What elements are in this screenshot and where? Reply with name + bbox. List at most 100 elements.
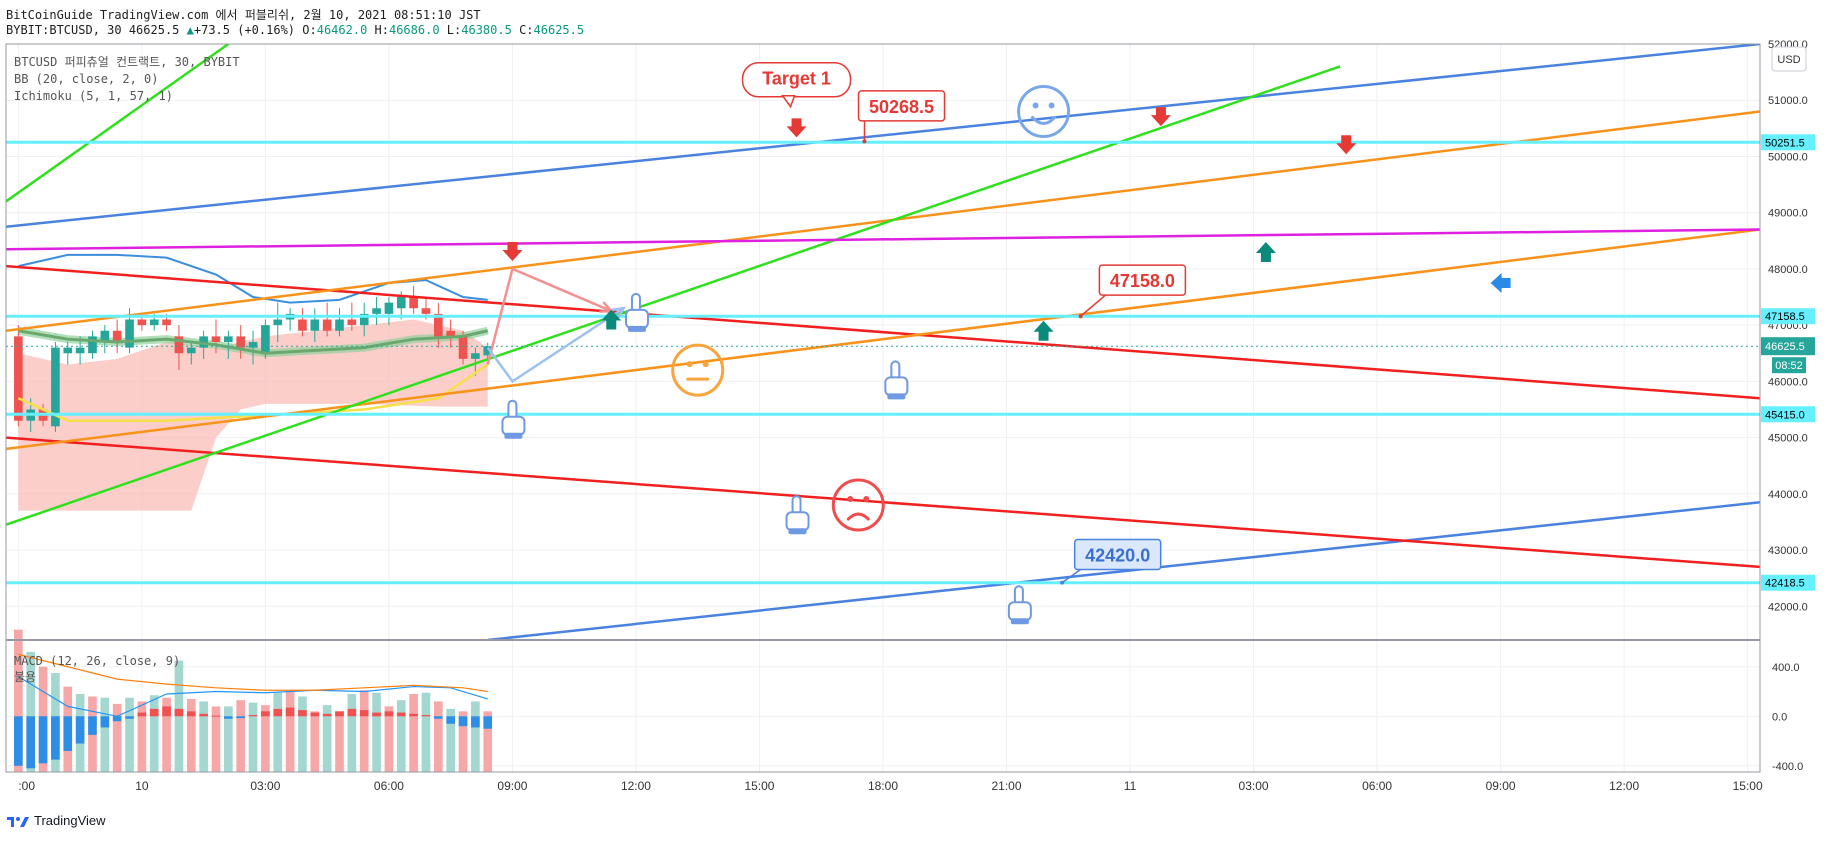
smiley-eye [1032,102,1039,109]
candle-body [112,330,122,342]
bb-middle-line [18,329,489,355]
price-tick-label: 48000.0 [1768,264,1808,276]
path-arrow [486,267,612,365]
brand-name: TradingView [34,813,106,828]
time-tick-label: 15:00 [1733,779,1763,793]
macd-histogram-bar [211,715,221,717]
macd-volume-bar [224,706,233,772]
hand-cuff [504,432,523,439]
macd-histogram-bar [384,711,394,717]
price-label-box [857,90,946,122]
macd-volume-bar [298,696,307,772]
brand-footer[interactable]: TradingView [6,813,106,828]
low-label: L: [446,23,462,37]
countdown-text: 08:52 [1775,360,1803,372]
candle-body [298,319,307,331]
macd-volume-bar [100,697,110,772]
macd-histogram-bar [421,715,431,717]
macd-histogram-bar [347,708,357,717]
macd-volume-bar [446,708,455,772]
horizontal-levels [6,140,1760,585]
smiley-sad-icon [831,478,885,532]
macd-volume-bar [409,694,418,772]
macd-volume-bar [137,701,147,772]
hand-palm [884,376,909,397]
time-tick-label: 03:00 [250,779,280,793]
macd-volume-bar [186,698,196,772]
trendline-green [6,44,230,203]
trendline-blue [487,501,1760,640]
price-label-text: 42420.0 [1085,546,1150,566]
macd-volume-bar [434,701,443,772]
legend-macd: MACD (12, 26, close, 9) [14,654,180,668]
macd-histogram-bar [38,716,48,764]
candle-body [335,319,344,331]
candle-body [409,297,418,309]
macd-signal-line [18,653,488,693]
candle-body [372,308,381,314]
price-tick-label: 49000.0 [1768,208,1808,220]
macd-histogram-bar [409,713,418,717]
macd-histogram-bar [335,711,344,717]
currency-badge[interactable]: USD [1771,46,1807,72]
legend-bb: BB (20, close, 2, 0) [14,72,159,86]
macd-histogram-bar [285,707,295,717]
price-tick-label: 45000.0 [1768,433,1808,445]
close-label: C: [519,23,534,37]
macd-volume-bar [359,690,369,772]
hand-palm [785,511,810,532]
macd-histogram-bar [149,708,159,717]
legend-macd-sub: 불용 [14,670,36,684]
macd-histogram-bar [26,716,36,769]
macd-histogram-bar [186,711,196,717]
macd-volume-bar [310,711,320,772]
symbol-line: BYBIT:BTCUSD, 30 46625.5 ▲+73.5 (+0.16%)… [6,23,584,37]
level-price-tag [1761,308,1815,325]
time-tick-label: 06:00 [1362,779,1392,793]
macd-histogram-bar [396,712,406,717]
level-price-text: 45415.0 [1765,409,1805,421]
macd-line [18,676,488,717]
target-callout-box [741,61,852,98]
time-tick-label: 12:00 [1609,779,1639,793]
level-price-text: 42418.5 [1765,578,1805,590]
target-callout-tail [781,94,796,109]
macd-histogram-bar [458,716,468,727]
candle-body [483,346,493,356]
markers: Target 1 50268.5 47158.0 42420.0 [486,61,1511,625]
candle-body [100,330,110,342]
tradingview-logo-icon [7,816,29,827]
time-axis: :00 10 03:00 06:00 09:00 12:00 15:00 18:00 21:00… [18,779,1763,793]
low-value: 46380.5 [461,23,512,37]
candle-body [149,319,159,326]
candle-body [186,347,196,354]
macd-histogram-bar [471,716,480,728]
symbol-interval: BYBIT:BTCUSD, 30 [6,23,122,37]
macd-histogram-bar [434,716,443,719]
level-price-text: 47158.5 [1765,311,1805,323]
candle-body [125,319,134,348]
macd-tick-label: -400.0 [1772,761,1803,773]
smiley-eye [847,496,854,503]
macd-volume-bar [458,711,468,772]
macd-histogram-bar [100,716,110,728]
open-value: 46462.0 [316,23,368,37]
candle-body [421,308,431,314]
macd-histogram-bar [125,716,134,719]
grid [6,43,1760,772]
candle-body [322,319,332,331]
candle-body [224,336,233,342]
price-label-anchor [1078,314,1083,319]
macd-volume-bar [211,706,221,772]
candle-body [88,336,97,354]
macd-histogram-bar [174,708,184,717]
macd-volume-bar [162,697,171,772]
macd-histogram-bar [322,713,332,717]
time-tick-label: 09:00 [497,779,527,793]
trendlines [6,44,1760,640]
candle-body [458,336,468,359]
time-tick-label: 06:00 [374,779,404,793]
price-label-anchor [862,139,867,144]
candle-body [248,342,258,348]
